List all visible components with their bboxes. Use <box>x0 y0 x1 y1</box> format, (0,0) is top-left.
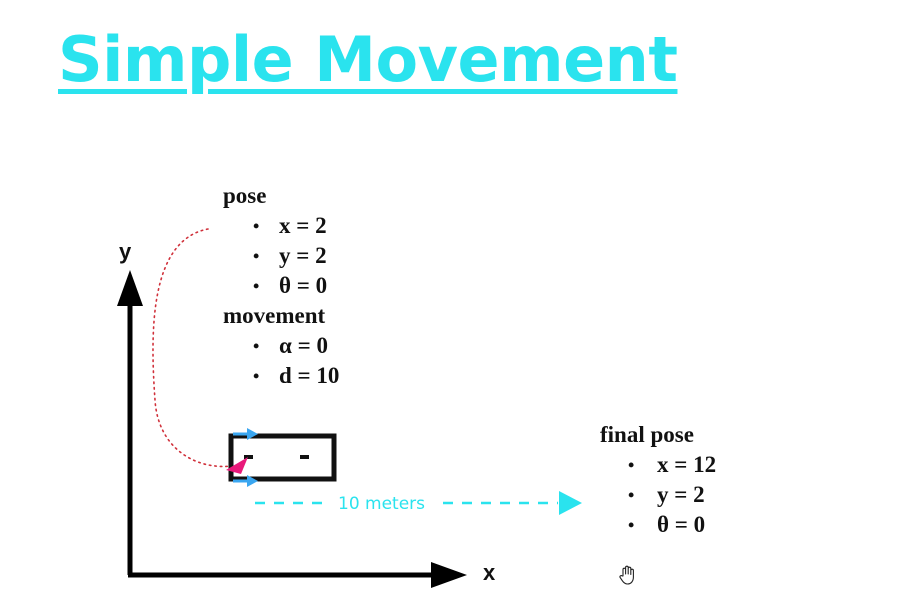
pose-y: y = 2 <box>279 243 327 268</box>
final-pose-list: • x = 12 • y = 2 • θ = 0 <box>600 450 716 540</box>
list-item: • y = 2 <box>600 480 716 510</box>
robot-marker-bottom <box>247 475 258 487</box>
bullet-icon: • <box>628 485 635 505</box>
list-item: • x = 12 <box>600 450 716 480</box>
list-item: • θ = 0 <box>223 271 339 301</box>
bullet-icon: • <box>628 515 635 535</box>
movement-heading: movement <box>223 303 326 328</box>
bullet-icon: • <box>253 366 260 386</box>
final-pose-text: final pose • x = 12 • y = 2 • θ = 0 <box>600 420 716 540</box>
pose-theta: θ = 0 <box>279 273 328 298</box>
bullet-icon: • <box>253 276 260 296</box>
robot-marker-top <box>247 428 258 440</box>
list-item: • d = 10 <box>223 361 339 391</box>
list-item: • α = 0 <box>223 331 339 361</box>
final-pose-x: x = 12 <box>657 452 717 477</box>
list-item: • θ = 0 <box>600 510 716 540</box>
pose-heading: pose <box>223 183 267 208</box>
list-item: • y = 2 <box>223 241 339 271</box>
pose-x: x = 2 <box>279 213 327 238</box>
hand-cursor-icon <box>619 565 634 585</box>
bullet-icon: • <box>253 246 260 266</box>
slide-title[interactable]: Simple Movement <box>58 23 678 96</box>
bullet-icon: • <box>253 336 260 356</box>
movement-list: • α = 0 • d = 10 <box>223 331 339 391</box>
robot-wheel-left <box>244 455 253 459</box>
bullet-icon: • <box>628 455 635 475</box>
distance-arrowhead <box>559 491 582 515</box>
robot-heading-marker <box>226 457 248 474</box>
y-axis-arrowhead <box>117 270 143 306</box>
distance-label: 10 meters <box>338 494 425 514</box>
movement-distance: d = 10 <box>279 363 340 388</box>
final-pose-heading: final pose <box>600 422 694 447</box>
robot-body <box>228 433 337 482</box>
pose-connector-line <box>152 228 233 468</box>
list-item: • x = 2 <box>223 211 339 241</box>
x-axis-arrowhead <box>431 562 467 588</box>
final-pose-theta: θ = 0 <box>657 512 706 537</box>
robot-wheel-right <box>300 455 309 459</box>
pose-list: • x = 2 • y = 2 • θ = 0 <box>223 211 339 301</box>
x-axis-label: x <box>483 560 496 585</box>
final-pose-y: y = 2 <box>657 482 705 507</box>
y-axis-label: y <box>119 239 132 264</box>
pose-movement-text: pose • x = 2 • y = 2 • θ = 0 movement • α = … <box>223 181 339 391</box>
bullet-icon: • <box>253 216 260 236</box>
movement-alpha: α = 0 <box>279 333 328 358</box>
